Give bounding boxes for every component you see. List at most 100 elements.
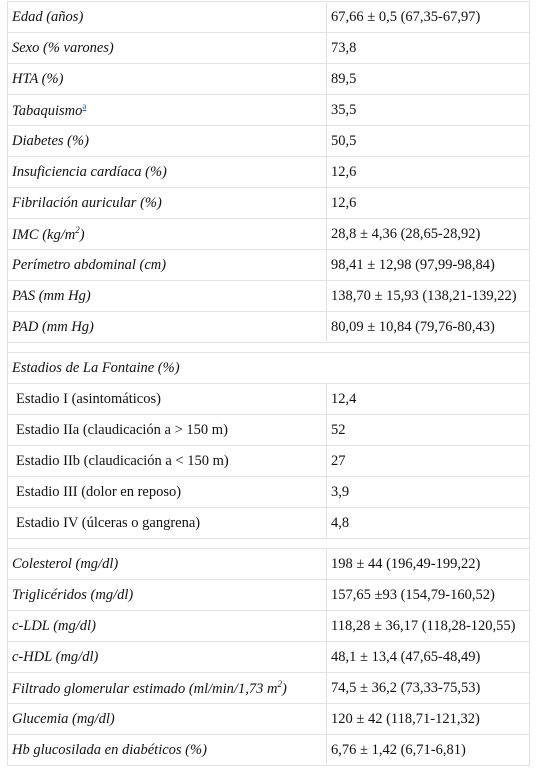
table-row: Perímetro abdominal (cm) 98,41 ± 12,98 (9… [7,249,530,281]
label-cell: PAS (mm Hg) [7,280,327,312]
value-cell: 12,4 [326,383,530,415]
value-cell: 120 ± 42 (118,71-121,32) [326,703,530,735]
table-row: Glucemia (mg/dl) 120 ± 42 (118,71-121,32) [7,703,530,735]
label-cell: Insuficiencia cardíaca (%) [7,156,327,188]
label-text: Colesterol (mg/dl) [12,555,119,572]
label-text: Glucemia (mg/dl) [12,710,115,727]
table-row: Estadio IIa (claudicación a > 150 m) 52 [7,414,530,446]
label-cell: Glucemia (mg/dl) [7,703,327,735]
label-cell: Estadio IV (úlceras o gangrena) [7,507,327,539]
heading-cell: Estadios de La Fontaine (%) [7,352,530,384]
label-cell: Triglicéridos (mg/dl) [7,579,327,611]
table-row: Fibrilación auricular (%) 12,6 [7,187,530,219]
table-row: PAS (mm Hg) 138,70 ± 15,93 (138,21-139,22… [7,280,530,312]
value-cell: 48,1 ± 13,4 (47,65-48,49) [326,641,530,673]
label-cell: Estadio IIb (claudicación a < 150 m) [7,445,327,477]
label-text: c-HDL (mg/dl) [12,648,99,665]
label-cell: Hb glucosilada en diabéticos (%) [7,734,327,766]
label-cell: HTA (%) [7,63,327,95]
value-cell: 118,28 ± 36,17 (118,28-120,55) [326,610,530,642]
value-cell: 157,65 ±93 (154,79-160,52) [326,579,530,611]
table-row: Edad (años) 67,66 ± 0,5 (67,35-67,97) [7,1,530,33]
table-row: PAD (mm Hg) 80,09 ± 10,84 (79,76-80,43) [7,311,530,343]
value-cell: 3,9 [326,476,530,508]
spacer-cell [7,342,530,353]
label-cell: Estadio III (dolor en reposo) [7,476,327,508]
spacer-row [7,342,530,353]
table-row: Insuficiencia cardíaca (%) 12,6 [7,156,530,188]
table-row: Colesterol (mg/dl) 198 ± 44 (196,49-199,2… [7,548,530,580]
value-cell: 27 [326,445,530,477]
table-row: HTA (%) 89,5 [7,63,530,95]
value-cell: 74,5 ± 36,2 (73,33-75,53) [326,672,530,704]
table-row: Estadio I (asintomáticos) 12,4 [7,383,530,415]
superscript: 2 [75,224,80,235]
label-cell: Perímetro abdominal (cm) [7,249,327,281]
label-cell: Estadio IIa (claudicación a > 150 m) [7,414,327,446]
label-text: Estadio III (dolor en reposo) [16,483,182,500]
value-cell: 4,8 [326,507,530,539]
label-text: Estadio IV (úlceras o gangrena) [16,514,201,531]
label-text: Diabetes (%) [12,132,89,149]
label-text: Estadio IIa (claudicación a > 150 m) [16,421,228,438]
table-row: Estadio III (dolor en reposo) 3,9 [7,476,530,508]
heading-row: Estadios de La Fontaine (%) [7,352,530,384]
label-cell: c-HDL (mg/dl) [7,641,327,673]
label-text: Sexo (% varones) [12,39,114,56]
label-cell: Sexo (% varones) [7,32,327,64]
label-text: IMC (kg/m [12,226,76,243]
value-cell: 67,66 ± 0,5 (67,35-67,97) [326,1,530,33]
table-row: c-LDL (mg/dl) 118,28 ± 36,17 (118,28-120,… [7,610,530,642]
value-cell: 12,6 [326,187,530,219]
label-text: Edad (años) [12,8,84,25]
value-cell: 73,8 [326,32,530,64]
value-cell: 198 ± 44 (196,49-199,22) [326,548,530,580]
label-text: Filtrado glomerular estimado (ml/min/1,7… [12,680,278,697]
table-row: Sexo (% varones) 73,8 [7,32,530,64]
value-cell: 80,09 ± 10,84 (79,76-80,43) [326,311,530,343]
data-table: Edad (años) 67,66 ± 0,5 (67,35-67,97) Sexo… [7,1,530,766]
label-text: PAS (mm Hg) [12,287,91,304]
label-cell: Diabetes (%) [7,125,327,157]
label-text: Hb glucosilada en diabéticos (%) [12,741,207,758]
table-row: Estadio IIb (claudicación a < 150 m) 27 [7,445,530,477]
table-row: c-HDL (mg/dl) 48,1 ± 13,4 (47,65-48,49) [7,641,530,673]
value-cell: 98,41 ± 12,98 (97,99-98,84) [326,249,530,281]
value-cell: 12,6 [326,156,530,188]
value-cell: 50,5 [326,125,530,157]
table-row: Diabetes (%) 50,5 [7,125,530,157]
table-row: Triglicéridos (mg/dl) 157,65 ±93 (154,79-… [7,579,530,611]
label-text: Tabaquismo [12,102,83,119]
table-row: Filtrado glomerular estimado (ml/min/1,7… [7,672,530,704]
label-cell: PAD (mm Hg) [7,311,327,343]
value-cell: 35,5 [326,94,530,126]
value-cell: 52 [326,414,530,446]
footnote-link[interactable]: a [82,100,87,111]
label-text: Estadio I (asintomáticos) [16,390,161,407]
label-cell: Estadio I (asintomáticos) [7,383,327,415]
label-cell: Colesterol (mg/dl) [7,548,327,580]
label-text: c-LDL (mg/dl) [12,617,96,634]
table-row: IMC (kg/m2) 28,8 ± 4,36 (28,65-28,92) [7,218,530,250]
label-text: HTA (%) [12,70,64,87]
label-cell: IMC (kg/m2) [7,218,327,250]
table-row: Hb glucosilada en diabéticos (%) 6,76 ± 1… [7,734,530,766]
label-text: Estadio IIb (claudicación a < 150 m) [16,452,229,469]
label-text: Triglicéridos (mg/dl) [12,586,134,603]
label-cell: Tabaquismoa [7,94,327,126]
spacer-cell [7,538,530,549]
value-cell: 28,8 ± 4,36 (28,65-28,92) [326,218,530,250]
table-row: Estadio IV (úlceras o gangrena) 4,8 [7,507,530,539]
label-text: Insuficiencia cardíaca (%) [12,163,167,180]
label-end: ) [281,680,287,697]
label-text: Perímetro abdominal (cm) [12,256,167,273]
table-row: Tabaquismoa 35,5 [7,94,530,126]
value-cell: 89,5 [326,63,530,95]
label-text: PAD (mm Hg) [12,318,94,335]
superscript: 2 [277,678,282,689]
label-end: ) [79,226,85,243]
label-text: Fibrilación auricular (%) [12,194,162,211]
label-cell: Edad (años) [7,1,327,33]
value-cell: 6,76 ± 1,42 (6,71-6,81) [326,734,530,766]
